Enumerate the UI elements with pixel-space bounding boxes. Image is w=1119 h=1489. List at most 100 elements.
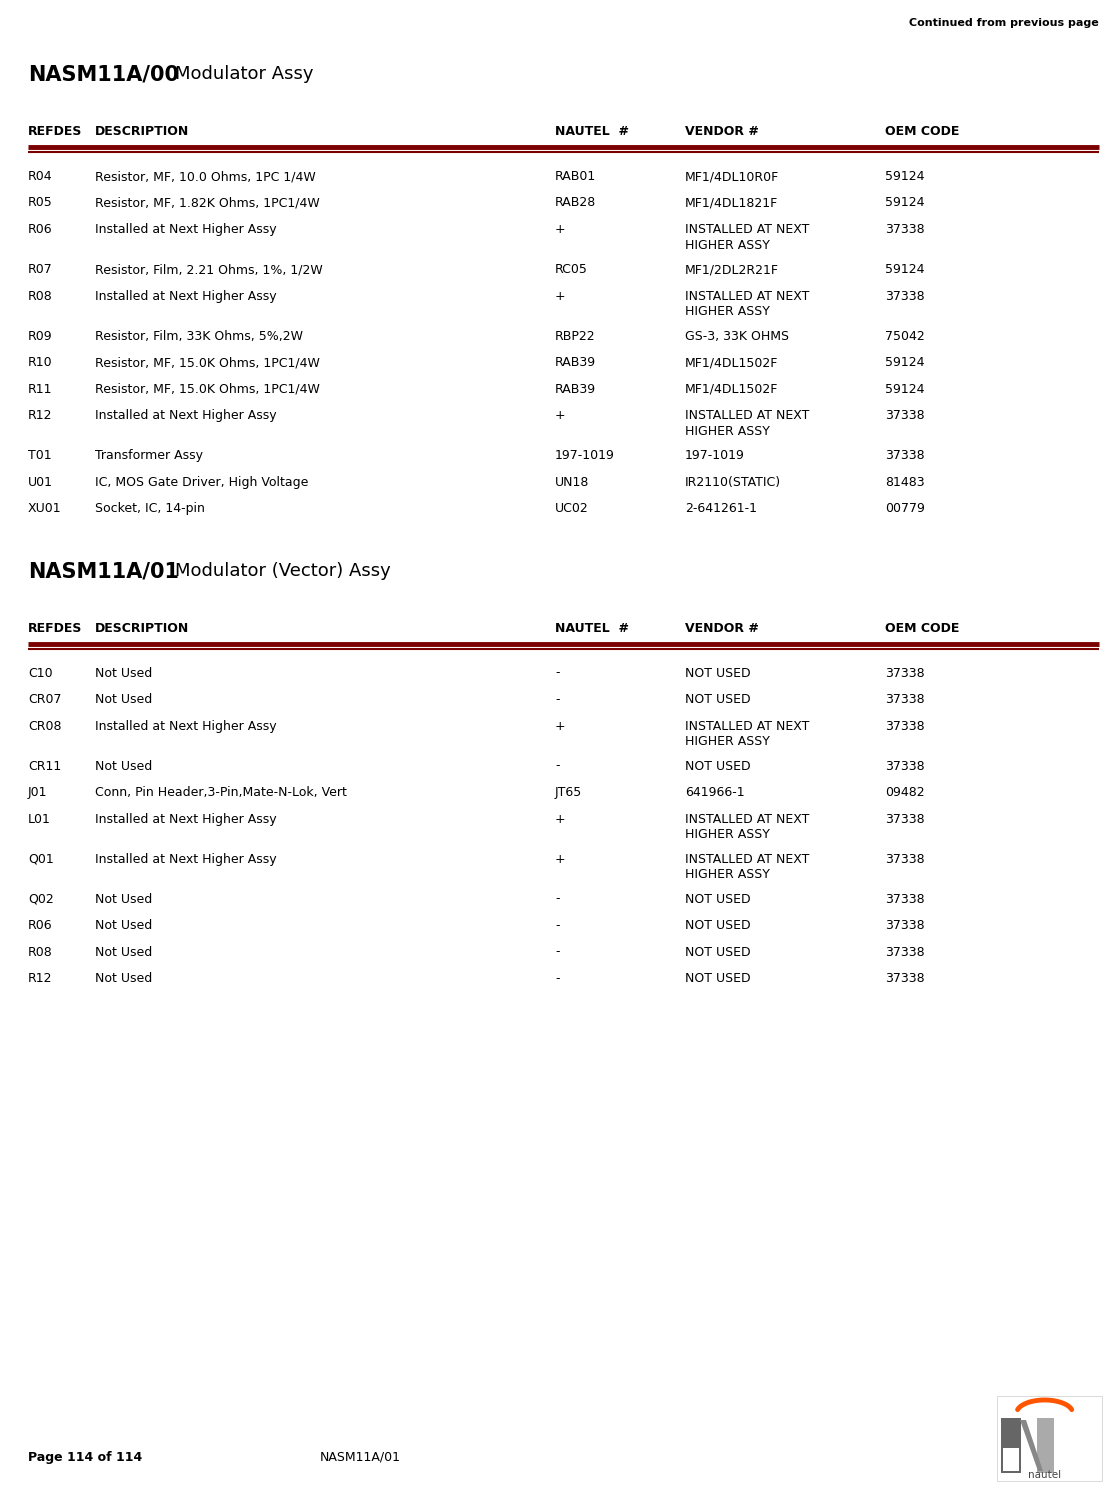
Text: MF1/2DL2R21F: MF1/2DL2R21F [685,264,779,275]
Text: NASM11A/00: NASM11A/00 [28,66,179,85]
Text: 37338: 37338 [885,813,924,825]
Text: OEM CODE: OEM CODE [885,125,959,138]
Text: NOT USED: NOT USED [685,972,751,986]
Text: NOT USED: NOT USED [685,759,751,773]
Text: MF1/4DL1821F: MF1/4DL1821F [685,197,778,210]
Text: REFDES: REFDES [28,125,83,138]
Text: 37338: 37338 [885,759,924,773]
Text: Not Used: Not Used [95,759,152,773]
Text: NOT USED: NOT USED [685,946,751,959]
Text: INSTALLED AT NEXT
HIGHER ASSY: INSTALLED AT NEXT HIGHER ASSY [685,719,809,747]
Text: INSTALLED AT NEXT
HIGHER ASSY: INSTALLED AT NEXT HIGHER ASSY [685,223,809,252]
Text: 37338: 37338 [885,853,924,865]
Polygon shape [1021,1421,1043,1471]
Text: DESCRIPTION: DESCRIPTION [95,125,189,138]
Text: Resistor, Film, 33K Ohms, 5%,2W: Resistor, Film, 33K Ohms, 5%,2W [95,329,303,342]
Text: JT65: JT65 [555,786,582,800]
Text: Not Used: Not Used [95,692,152,706]
Text: 59124: 59124 [885,197,924,210]
Text: +: + [555,813,565,825]
Text: Modulator Assy: Modulator Assy [175,66,313,83]
Text: +: + [555,719,565,733]
Text: 197-1019: 197-1019 [685,450,745,462]
Text: UC02: UC02 [555,502,589,515]
Polygon shape [1002,1418,1021,1473]
Text: 59124: 59124 [885,170,924,183]
Text: R08: R08 [28,289,53,302]
Text: R12: R12 [28,409,53,421]
Text: CR11: CR11 [28,759,62,773]
Text: Conn, Pin Header,3-Pin,Mate-N-Lok, Vert: Conn, Pin Header,3-Pin,Mate-N-Lok, Vert [95,786,347,800]
Text: Resistor, MF, 15.0K Ohms, 1PC1/4W: Resistor, MF, 15.0K Ohms, 1PC1/4W [95,356,320,369]
Text: Continued from previous page: Continued from previous page [910,18,1099,28]
Text: RAB01: RAB01 [555,170,596,183]
Text: 37338: 37338 [885,409,924,421]
Text: Modulator (Vector) Assy: Modulator (Vector) Assy [175,561,391,579]
Text: R09: R09 [28,329,53,342]
Text: RAB39: RAB39 [555,356,596,369]
Text: NOT USED: NOT USED [685,692,751,706]
Text: XU01: XU01 [28,502,62,515]
Text: 37338: 37338 [885,289,924,302]
Text: DESCRIPTION: DESCRIPTION [95,621,189,634]
Text: INSTALLED AT NEXT
HIGHER ASSY: INSTALLED AT NEXT HIGHER ASSY [685,853,809,881]
Text: RAB28: RAB28 [555,197,596,210]
Text: REFDES: REFDES [28,621,83,634]
Text: -: - [555,892,560,905]
Text: Not Used: Not Used [95,919,152,932]
Text: INSTALLED AT NEXT
HIGHER ASSY: INSTALLED AT NEXT HIGHER ASSY [685,289,809,319]
Text: -: - [555,667,560,679]
Text: R12: R12 [28,972,53,986]
Text: OEM CODE: OEM CODE [885,621,959,634]
Text: NASM11A/01: NASM11A/01 [28,561,179,582]
Text: NOT USED: NOT USED [685,667,751,679]
Text: RC05: RC05 [555,264,587,275]
Text: Transformer Assy: Transformer Assy [95,450,203,462]
Text: CR07: CR07 [28,692,62,706]
Polygon shape [1037,1418,1054,1473]
Text: RBP22: RBP22 [555,329,595,342]
Text: 59124: 59124 [885,356,924,369]
Text: Not Used: Not Used [95,946,152,959]
Text: Page 114 of 114: Page 114 of 114 [28,1450,142,1464]
Text: UN18: UN18 [555,475,590,488]
Text: Installed at Next Higher Assy: Installed at Next Higher Assy [95,409,276,421]
Text: Installed at Next Higher Assy: Installed at Next Higher Assy [95,719,276,733]
Text: NAUTEL  #: NAUTEL # [555,125,629,138]
Text: MF1/4DL1502F: MF1/4DL1502F [685,356,779,369]
Text: MF1/4DL10R0F: MF1/4DL10R0F [685,170,779,183]
Text: +: + [555,409,565,421]
Text: 641966-1: 641966-1 [685,786,744,800]
Text: nautel: nautel [1028,1471,1061,1480]
Text: INSTALLED AT NEXT
HIGHER ASSY: INSTALLED AT NEXT HIGHER ASSY [685,813,809,841]
Text: Installed at Next Higher Assy: Installed at Next Higher Assy [95,853,276,865]
Text: INSTALLED AT NEXT
HIGHER ASSY: INSTALLED AT NEXT HIGHER ASSY [685,409,809,438]
Text: IC, MOS Gate Driver, High Voltage: IC, MOS Gate Driver, High Voltage [95,475,309,488]
Text: R11: R11 [28,383,53,396]
Text: 2-641261-1: 2-641261-1 [685,502,756,515]
Text: Q01: Q01 [28,853,54,865]
Text: U01: U01 [28,475,53,488]
Text: R04: R04 [28,170,53,183]
Text: Not Used: Not Used [95,667,152,679]
Text: R06: R06 [28,919,53,932]
Text: Resistor, Film, 2.21 Ohms, 1%, 1/2W: Resistor, Film, 2.21 Ohms, 1%, 1/2W [95,264,322,275]
Text: 00779: 00779 [885,502,925,515]
Text: IR2110(STATIC): IR2110(STATIC) [685,475,781,488]
Text: Socket, IC, 14-pin: Socket, IC, 14-pin [95,502,205,515]
Text: 37338: 37338 [885,450,924,462]
Text: +: + [555,289,565,302]
Text: Installed at Next Higher Assy: Installed at Next Higher Assy [95,289,276,302]
Text: 59124: 59124 [885,264,924,275]
Text: 37338: 37338 [885,667,924,679]
Text: R10: R10 [28,356,53,369]
Text: R06: R06 [28,223,53,235]
Text: GS-3, 33K OHMS: GS-3, 33K OHMS [685,329,789,342]
Text: 197-1019: 197-1019 [555,450,614,462]
Text: CR08: CR08 [28,719,62,733]
Text: +: + [555,853,565,865]
Text: NAUTEL  #: NAUTEL # [555,621,629,634]
Polygon shape [1004,1449,1019,1471]
Text: 81483: 81483 [885,475,924,488]
Text: 37338: 37338 [885,692,924,706]
